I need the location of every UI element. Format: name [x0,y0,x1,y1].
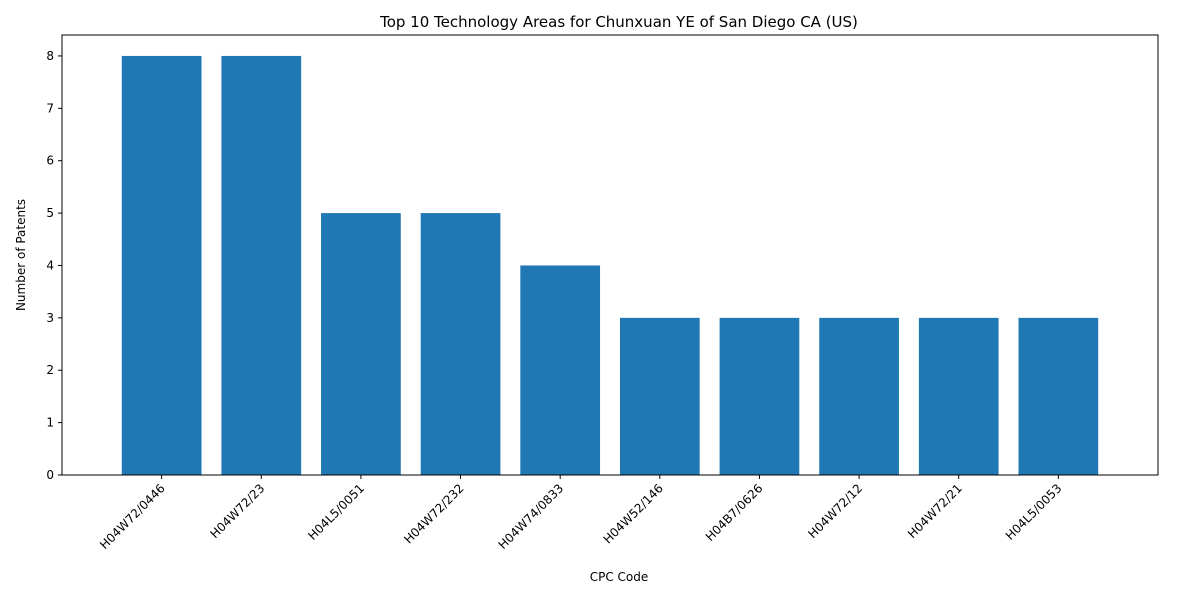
bars-group [122,56,1098,475]
x-tick-label: H04W74/0833 [496,481,567,552]
bar-6 [720,318,800,475]
y-tick-label: 5 [46,206,54,220]
chart-title: Top 10 Technology Areas for Chunxuan YE … [379,13,858,31]
bar-0 [122,56,202,475]
y-tick-label: 0 [46,468,54,482]
x-axis-label: CPC Code [590,570,649,584]
x-tick-label: H04L5/0051 [305,481,367,543]
bar-4 [520,265,600,475]
y-tick-label: 2 [46,363,54,377]
bar-9 [1019,318,1099,475]
y-tick-label: 3 [46,311,54,325]
bar-3 [421,213,501,475]
x-tick-label: H04W72/23 [207,481,267,541]
x-tick-label: H04B7/0626 [703,481,766,544]
bar-8 [919,318,999,475]
bar-7 [819,318,899,475]
bar-2 [321,213,401,475]
y-axis-label: Number of Patents [14,199,28,311]
x-tick-label: H04W72/0446 [97,481,168,552]
y-tick-label: 1 [46,416,54,430]
y-tick-label: 4 [46,258,54,272]
bar-5 [620,318,700,475]
x-tick-label: H04W52/146 [601,481,666,546]
x-tick-label: H04W72/21 [905,481,965,541]
y-tick-label: 6 [46,154,54,168]
x-tick-label: H04L5/0053 [1003,481,1065,543]
bar-1 [221,56,301,475]
y-tick-label: 7 [46,101,54,115]
x-tick-label: H04W72/12 [805,481,865,541]
x-axis: H04W72/0446 H04W72/23 H04L5/0051 H04W72/232… [97,475,1064,552]
y-tick-label: 8 [46,49,54,63]
x-tick-label: H04W72/232 [401,481,466,546]
y-axis: 0 1 2 3 4 5 6 7 8 [46,49,62,482]
